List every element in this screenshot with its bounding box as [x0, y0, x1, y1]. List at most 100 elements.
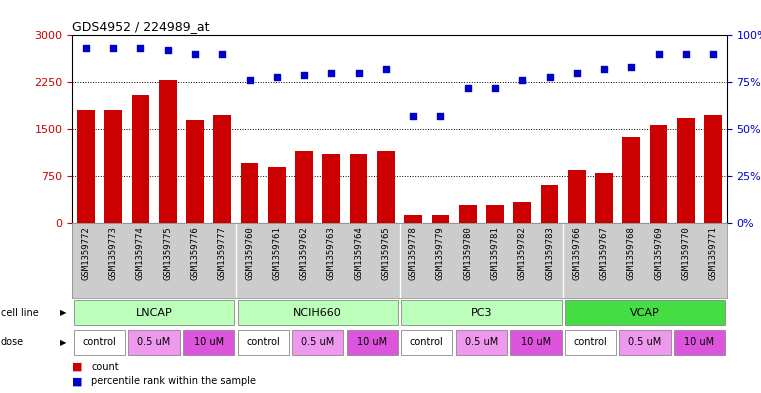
- Point: [652, 51, 664, 57]
- Text: GSM1359779: GSM1359779: [436, 226, 445, 279]
- Text: GSM1359783: GSM1359783: [545, 226, 554, 279]
- Bar: [74, 330, 126, 355]
- Point: [598, 66, 610, 72]
- Text: GSM1359763: GSM1359763: [327, 226, 336, 279]
- Bar: [568, 170, 586, 223]
- Text: GSM1359760: GSM1359760: [245, 226, 254, 279]
- Bar: [350, 154, 368, 223]
- Text: ▶: ▶: [59, 338, 66, 347]
- Text: GSM1359778: GSM1359778: [409, 226, 418, 279]
- Text: GSM1359772: GSM1359772: [81, 226, 91, 279]
- Text: PC3: PC3: [470, 308, 492, 318]
- Text: GSM1359775: GSM1359775: [164, 226, 172, 279]
- Bar: [622, 137, 640, 223]
- Text: GSM1359767: GSM1359767: [600, 226, 609, 279]
- Text: GSM1359780: GSM1359780: [463, 226, 472, 279]
- Text: control: control: [574, 337, 607, 347]
- Point: [161, 47, 174, 53]
- Bar: [132, 95, 149, 223]
- Text: 0.5 uM: 0.5 uM: [465, 337, 498, 347]
- Text: 10 uM: 10 uM: [193, 337, 224, 347]
- Text: control: control: [83, 337, 116, 347]
- Bar: [677, 118, 695, 223]
- Text: ■: ■: [72, 376, 83, 386]
- Bar: [595, 173, 613, 223]
- Text: GSM1359761: GSM1359761: [272, 226, 282, 279]
- Point: [80, 45, 92, 51]
- Bar: [459, 205, 476, 223]
- Text: NCIH660: NCIH660: [293, 308, 342, 318]
- Text: 0.5 uM: 0.5 uM: [138, 337, 170, 347]
- Text: ■: ■: [72, 362, 83, 372]
- Point: [407, 113, 419, 119]
- Bar: [404, 215, 422, 223]
- Bar: [514, 202, 531, 223]
- Point: [135, 45, 147, 51]
- Text: GSM1359771: GSM1359771: [708, 226, 718, 279]
- Bar: [183, 330, 234, 355]
- Point: [298, 72, 310, 78]
- Text: GSM1359762: GSM1359762: [300, 226, 308, 279]
- Point: [435, 113, 447, 119]
- Bar: [510, 330, 562, 355]
- Text: ▶: ▶: [59, 309, 66, 317]
- Bar: [74, 300, 234, 325]
- Text: GSM1359776: GSM1359776: [190, 226, 199, 279]
- Bar: [540, 185, 559, 223]
- Bar: [237, 300, 398, 325]
- Bar: [213, 116, 231, 223]
- Text: 10 uM: 10 uM: [521, 337, 551, 347]
- Bar: [401, 300, 562, 325]
- Bar: [456, 330, 507, 355]
- Text: 10 uM: 10 uM: [357, 337, 387, 347]
- Text: count: count: [91, 362, 119, 372]
- Text: LNCAP: LNCAP: [135, 308, 173, 318]
- Bar: [565, 330, 616, 355]
- Bar: [104, 110, 122, 223]
- Text: control: control: [247, 337, 280, 347]
- Bar: [401, 330, 453, 355]
- Bar: [292, 330, 343, 355]
- Text: GDS4952 / 224989_at: GDS4952 / 224989_at: [72, 20, 210, 33]
- Point: [462, 85, 474, 91]
- Point: [325, 70, 337, 76]
- Text: 10 uM: 10 uM: [684, 337, 715, 347]
- Bar: [486, 205, 504, 223]
- Text: 0.5 uM: 0.5 uM: [301, 337, 334, 347]
- Text: GSM1359765: GSM1359765: [381, 226, 390, 279]
- Text: GSM1359774: GSM1359774: [136, 226, 145, 279]
- Bar: [650, 125, 667, 223]
- Point: [707, 51, 719, 57]
- Bar: [619, 330, 670, 355]
- Text: GSM1359781: GSM1359781: [491, 226, 499, 279]
- Text: dose: dose: [1, 337, 24, 347]
- Text: GSM1359769: GSM1359769: [654, 226, 663, 279]
- Point: [107, 45, 119, 51]
- Bar: [159, 80, 177, 223]
- Bar: [431, 215, 449, 223]
- Bar: [673, 330, 725, 355]
- Bar: [565, 300, 725, 325]
- Point: [489, 85, 501, 91]
- Text: percentile rank within the sample: percentile rank within the sample: [91, 376, 256, 386]
- Point: [271, 73, 283, 80]
- Bar: [268, 167, 285, 223]
- Point: [571, 70, 583, 76]
- Point: [626, 64, 638, 70]
- Point: [680, 51, 692, 57]
- Text: cell line: cell line: [1, 308, 39, 318]
- Point: [380, 66, 392, 72]
- Point: [189, 51, 201, 57]
- Text: GSM1359777: GSM1359777: [218, 226, 227, 279]
- Bar: [704, 116, 722, 223]
- Text: GSM1359768: GSM1359768: [627, 226, 635, 279]
- Bar: [77, 110, 95, 223]
- Text: GSM1359770: GSM1359770: [681, 226, 690, 279]
- Point: [516, 77, 528, 83]
- Bar: [237, 330, 289, 355]
- Text: VCAP: VCAP: [630, 308, 660, 318]
- Bar: [323, 154, 340, 223]
- Text: GSM1359764: GSM1359764: [354, 226, 363, 279]
- Point: [244, 77, 256, 83]
- Point: [216, 51, 228, 57]
